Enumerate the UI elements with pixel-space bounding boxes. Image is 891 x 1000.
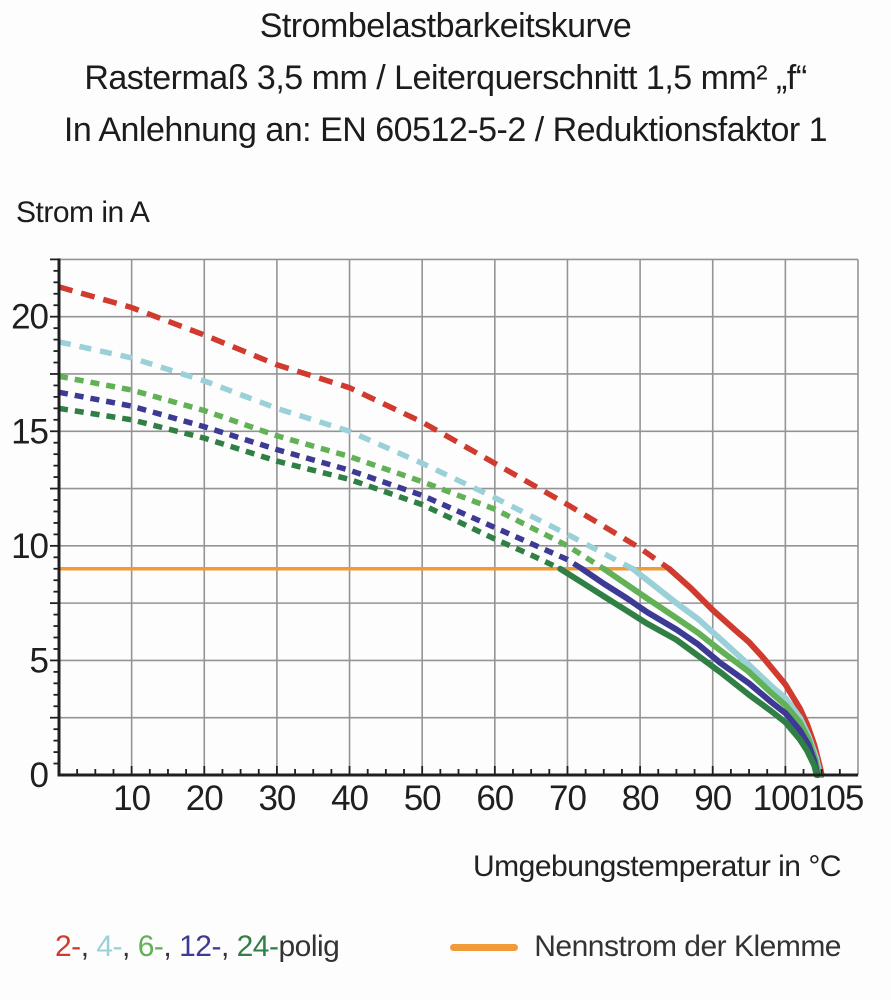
legend-pole-24: 24-	[236, 930, 279, 963]
y-axis-title: Strom in A	[16, 196, 150, 229]
y-tick-label: 20	[11, 298, 48, 337]
legend-separator: ,	[220, 930, 237, 963]
series-6-polig-solid	[600, 565, 822, 778]
nominal-current-label: Nennstrom der Klemme	[534, 930, 841, 963]
series-12-polig-solid	[579, 565, 821, 778]
x-axis-title: Umgebungstemperatur in °C	[472, 850, 842, 883]
y-tick-label: 5	[30, 641, 48, 680]
nominal-current-legend: Nennstrom der Klemme	[450, 930, 841, 964]
x-tick-label: 105	[808, 779, 863, 818]
x-tick-label: 10	[113, 779, 150, 818]
legend-row: 2-, 4-, 6-, 12-, 24-polig Nennstrom der …	[55, 930, 841, 964]
x-tick-label: 30	[258, 779, 295, 818]
chart-subtitle: Rastermaß 3,5 mm / Leiterquerschnitt 1,5…	[84, 59, 807, 97]
nominal-current-line-swatch	[450, 943, 519, 951]
y-tick-label: 15	[11, 412, 48, 451]
legend-separator: ,	[122, 930, 138, 963]
series-2-polig-dashed	[58, 284, 671, 572]
x-tick-label: 20	[186, 779, 223, 818]
legend-separator: ,	[80, 930, 97, 963]
series-4-polig-dashed	[58, 339, 635, 572]
y-tick-label: 10	[11, 527, 48, 566]
series-4-polig-solid	[629, 565, 824, 778]
x-tick-label: 90	[694, 779, 731, 818]
series-24-polig-dashed	[58, 405, 562, 572]
legend-pole-4: 4-	[96, 930, 123, 963]
chart-title: Strombelastbarkeitskurve	[259, 7, 632, 45]
y-tick-label: 0	[30, 756, 49, 795]
poles-legend: 2-, 4-, 6-, 12-, 24-polig	[55, 930, 340, 964]
legend-pole-2: 2-	[55, 930, 81, 963]
legend-pole-6: 6-	[137, 930, 164, 963]
series-24-polig-solid	[557, 565, 820, 778]
x-tick-label: 70	[549, 779, 586, 818]
x-tick-label: 40	[331, 779, 368, 818]
chart-standard-note: In Anlehnung an: EN 60512-5-2 / Reduktio…	[63, 111, 828, 149]
x-tick-label: 60	[476, 779, 513, 818]
x-tick-label: 50	[404, 779, 441, 818]
legend-suffix: polig	[278, 930, 340, 963]
series-6-polig-dashed	[58, 373, 606, 572]
x-tick-label: 80	[622, 779, 659, 818]
title-block: Strombelastbarkeitskurve Rastermaß 3,5 m…	[0, 0, 891, 156]
series-12-polig-dashed	[58, 389, 584, 572]
legend-pole-12: 12-	[179, 930, 221, 963]
x-tick-label: 100	[753, 779, 809, 818]
legend-separator: ,	[163, 930, 180, 963]
